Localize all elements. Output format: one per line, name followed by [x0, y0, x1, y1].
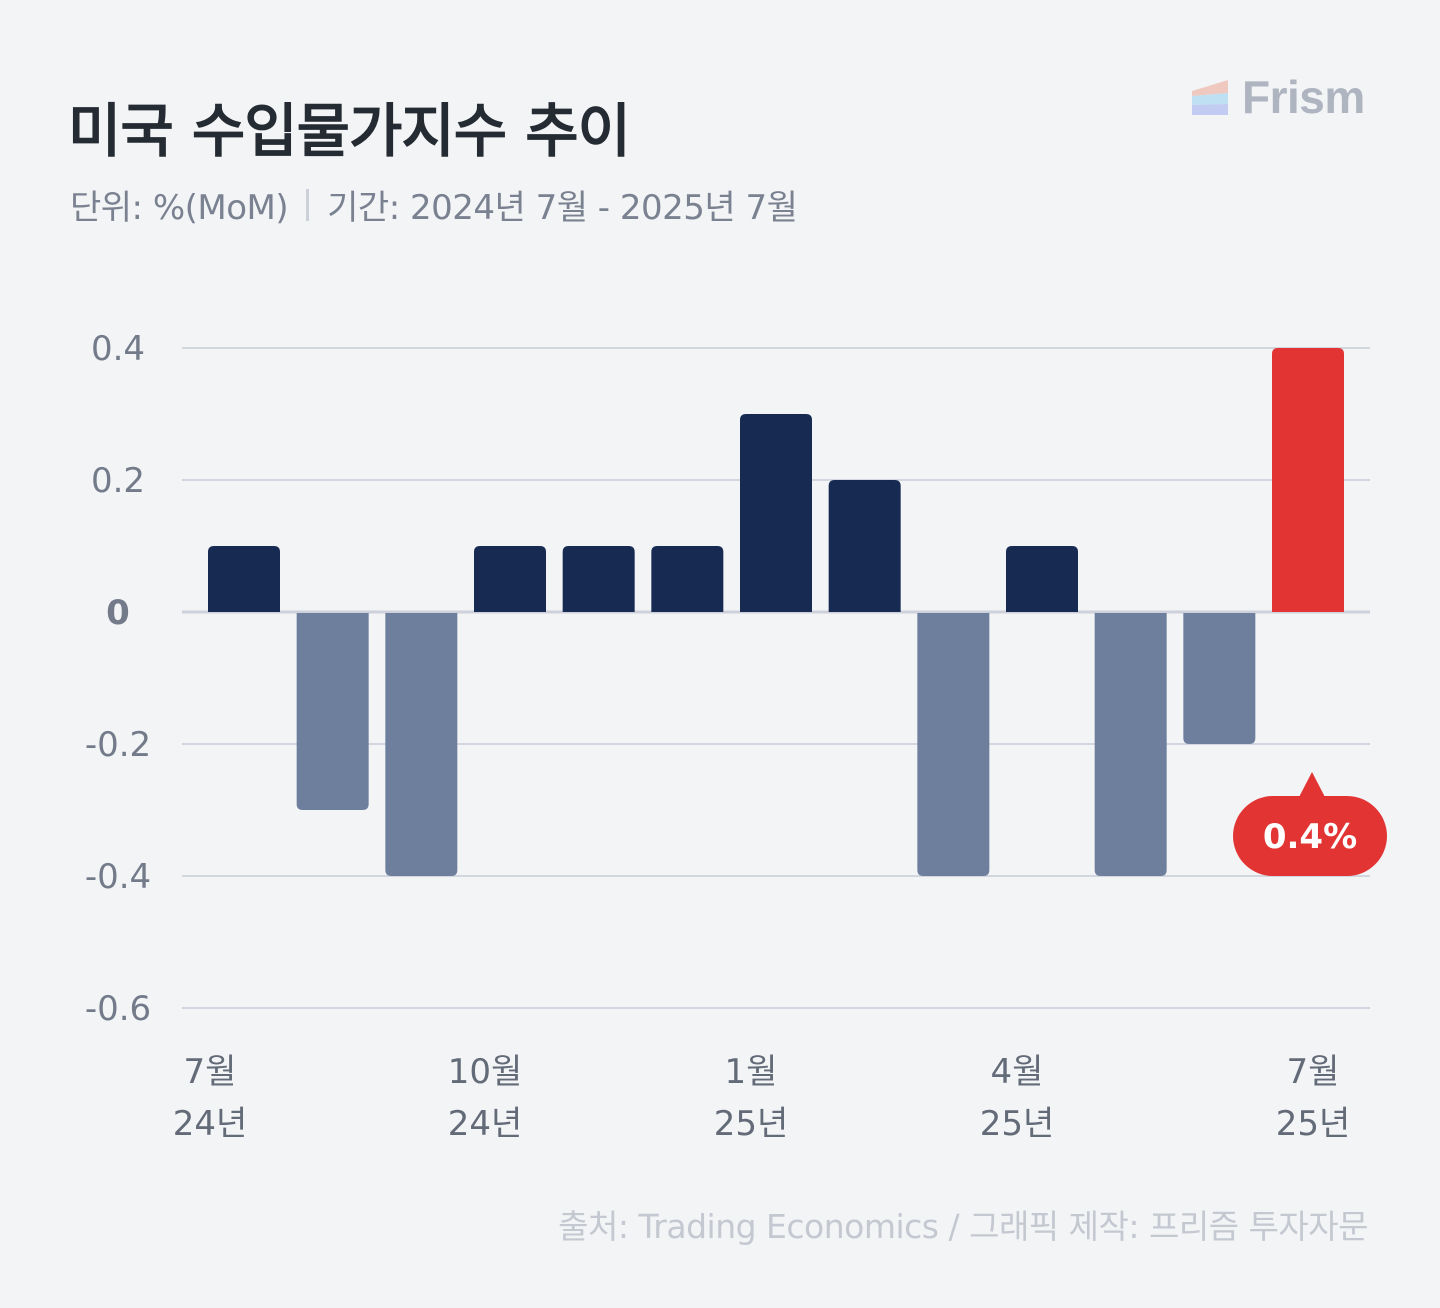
logo-stripe-top: [1192, 80, 1228, 96]
logo-stripe-middle: [1192, 93, 1228, 105]
bar-2024-10: [474, 546, 546, 612]
x-tick-month: 10월: [448, 1052, 523, 1092]
bar-2025-01: [740, 414, 812, 612]
y-tick-label: -0.2: [85, 725, 151, 765]
x-tick-month: 7월: [184, 1052, 237, 1092]
subtitle-divider: [306, 188, 310, 221]
bar-2025-07: [1272, 348, 1344, 612]
bar-2025-05: [1094, 613, 1167, 876]
y-tick-label: -0.4: [85, 857, 151, 897]
brand-logo: Frism: [1190, 70, 1365, 124]
bar-2025-06: [1183, 613, 1256, 744]
unit-label: 단위: %(MoM): [70, 188, 289, 228]
bar-2024-07: [208, 546, 280, 612]
bar-2024-08: [296, 613, 369, 810]
bar-2025-03: [917, 613, 990, 876]
x-tick-month: 7월: [1287, 1052, 1340, 1092]
chart-subtitle: 단위: %(MoM) 기간: 2024년 7월 - 2025년 7월: [70, 180, 798, 229]
bar-2024-11: [562, 546, 635, 612]
x-tick-month: 4월: [991, 1052, 1044, 1092]
brand-name: Frism: [1242, 71, 1365, 123]
bars: [208, 348, 1344, 876]
logo-stripe-bottom: [1192, 104, 1228, 115]
y-axis-ticks: 0.4 0.2 0 -0.2 -0.4 -0.6: [85, 329, 151, 1029]
period-label: 기간: 2024년 7월 - 2025년 7월: [327, 188, 798, 228]
source-note: 출처: Trading Economics / 그래픽 제작: 프리즘 투자자문: [558, 1207, 1368, 1246]
chart-title: 미국 수입물가지수 추이: [68, 97, 631, 165]
y-tick-label: -0.6: [85, 989, 151, 1029]
x-axis-ticks: 7월 24년 10월 24년 1월 25년 4월 25년 7월 25년: [173, 1052, 1351, 1144]
bar-2025-04: [1006, 546, 1078, 612]
bar-2024-12: [651, 546, 724, 612]
callout-bubble: [1233, 796, 1387, 876]
y-tick-label: 0.2: [91, 461, 145, 501]
x-tick-year: 25년: [980, 1104, 1055, 1144]
y-tick-label: 0.4: [91, 329, 145, 369]
bar-2025-02: [828, 480, 901, 612]
x-tick-year: 24년: [173, 1104, 248, 1144]
x-tick-year: 25년: [714, 1104, 789, 1144]
x-tick-year: 24년: [448, 1104, 523, 1144]
stacked-stripes-logo-icon: [1192, 80, 1228, 115]
y-tick-label: 0: [106, 593, 130, 633]
bar-2024-09: [385, 613, 458, 876]
x-tick-year: 25년: [1276, 1104, 1351, 1144]
callout-pointer: [1298, 772, 1326, 799]
x-tick-month: 1월: [725, 1052, 778, 1092]
value-callout: 0.4%: [1233, 772, 1387, 876]
callout-value: 0.4%: [1263, 817, 1357, 857]
